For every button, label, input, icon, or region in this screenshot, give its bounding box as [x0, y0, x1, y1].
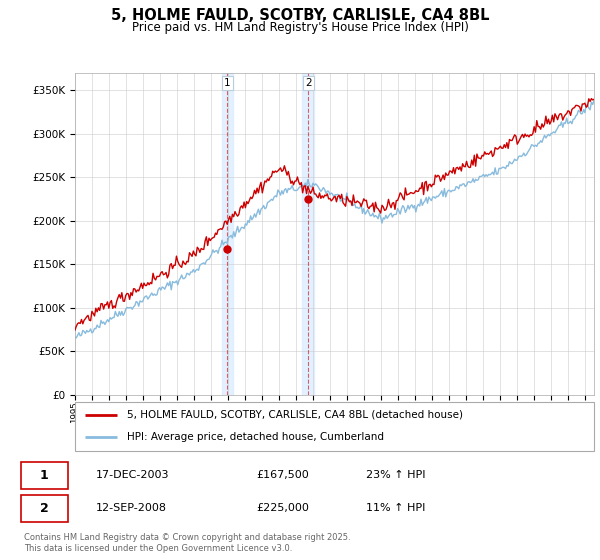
Bar [302, 73, 314, 395]
Text: HPI: Average price, detached house, Cumberland: HPI: Average price, detached house, Cumb… [127, 432, 384, 442]
Text: £225,000: £225,000 [256, 503, 309, 513]
Text: 17-DEC-2003: 17-DEC-2003 [96, 470, 169, 480]
Text: 1: 1 [224, 78, 231, 87]
Text: 5, HOLME FAULD, SCOTBY, CARLISLE, CA4 8BL: 5, HOLME FAULD, SCOTBY, CARLISLE, CA4 8B… [111, 8, 489, 24]
Text: Price paid vs. HM Land Registry's House Price Index (HPI): Price paid vs. HM Land Registry's House … [131, 21, 469, 34]
Text: Contains HM Land Registry data © Crown copyright and database right 2025.
This d: Contains HM Land Registry data © Crown c… [24, 533, 350, 553]
Text: 5, HOLME FAULD, SCOTBY, CARLISLE, CA4 8BL (detached house): 5, HOLME FAULD, SCOTBY, CARLISLE, CA4 8B… [127, 410, 463, 420]
Text: 12-SEP-2008: 12-SEP-2008 [96, 503, 167, 513]
FancyBboxPatch shape [75, 402, 594, 451]
Text: 11% ↑ HPI: 11% ↑ HPI [366, 503, 425, 513]
Text: 2: 2 [40, 502, 49, 515]
Text: 23% ↑ HPI: 23% ↑ HPI [366, 470, 426, 480]
Text: 1: 1 [40, 469, 49, 482]
Text: 2: 2 [305, 78, 311, 87]
FancyBboxPatch shape [21, 462, 68, 488]
Bar [221, 73, 233, 395]
FancyBboxPatch shape [21, 495, 68, 521]
Text: £167,500: £167,500 [256, 470, 308, 480]
